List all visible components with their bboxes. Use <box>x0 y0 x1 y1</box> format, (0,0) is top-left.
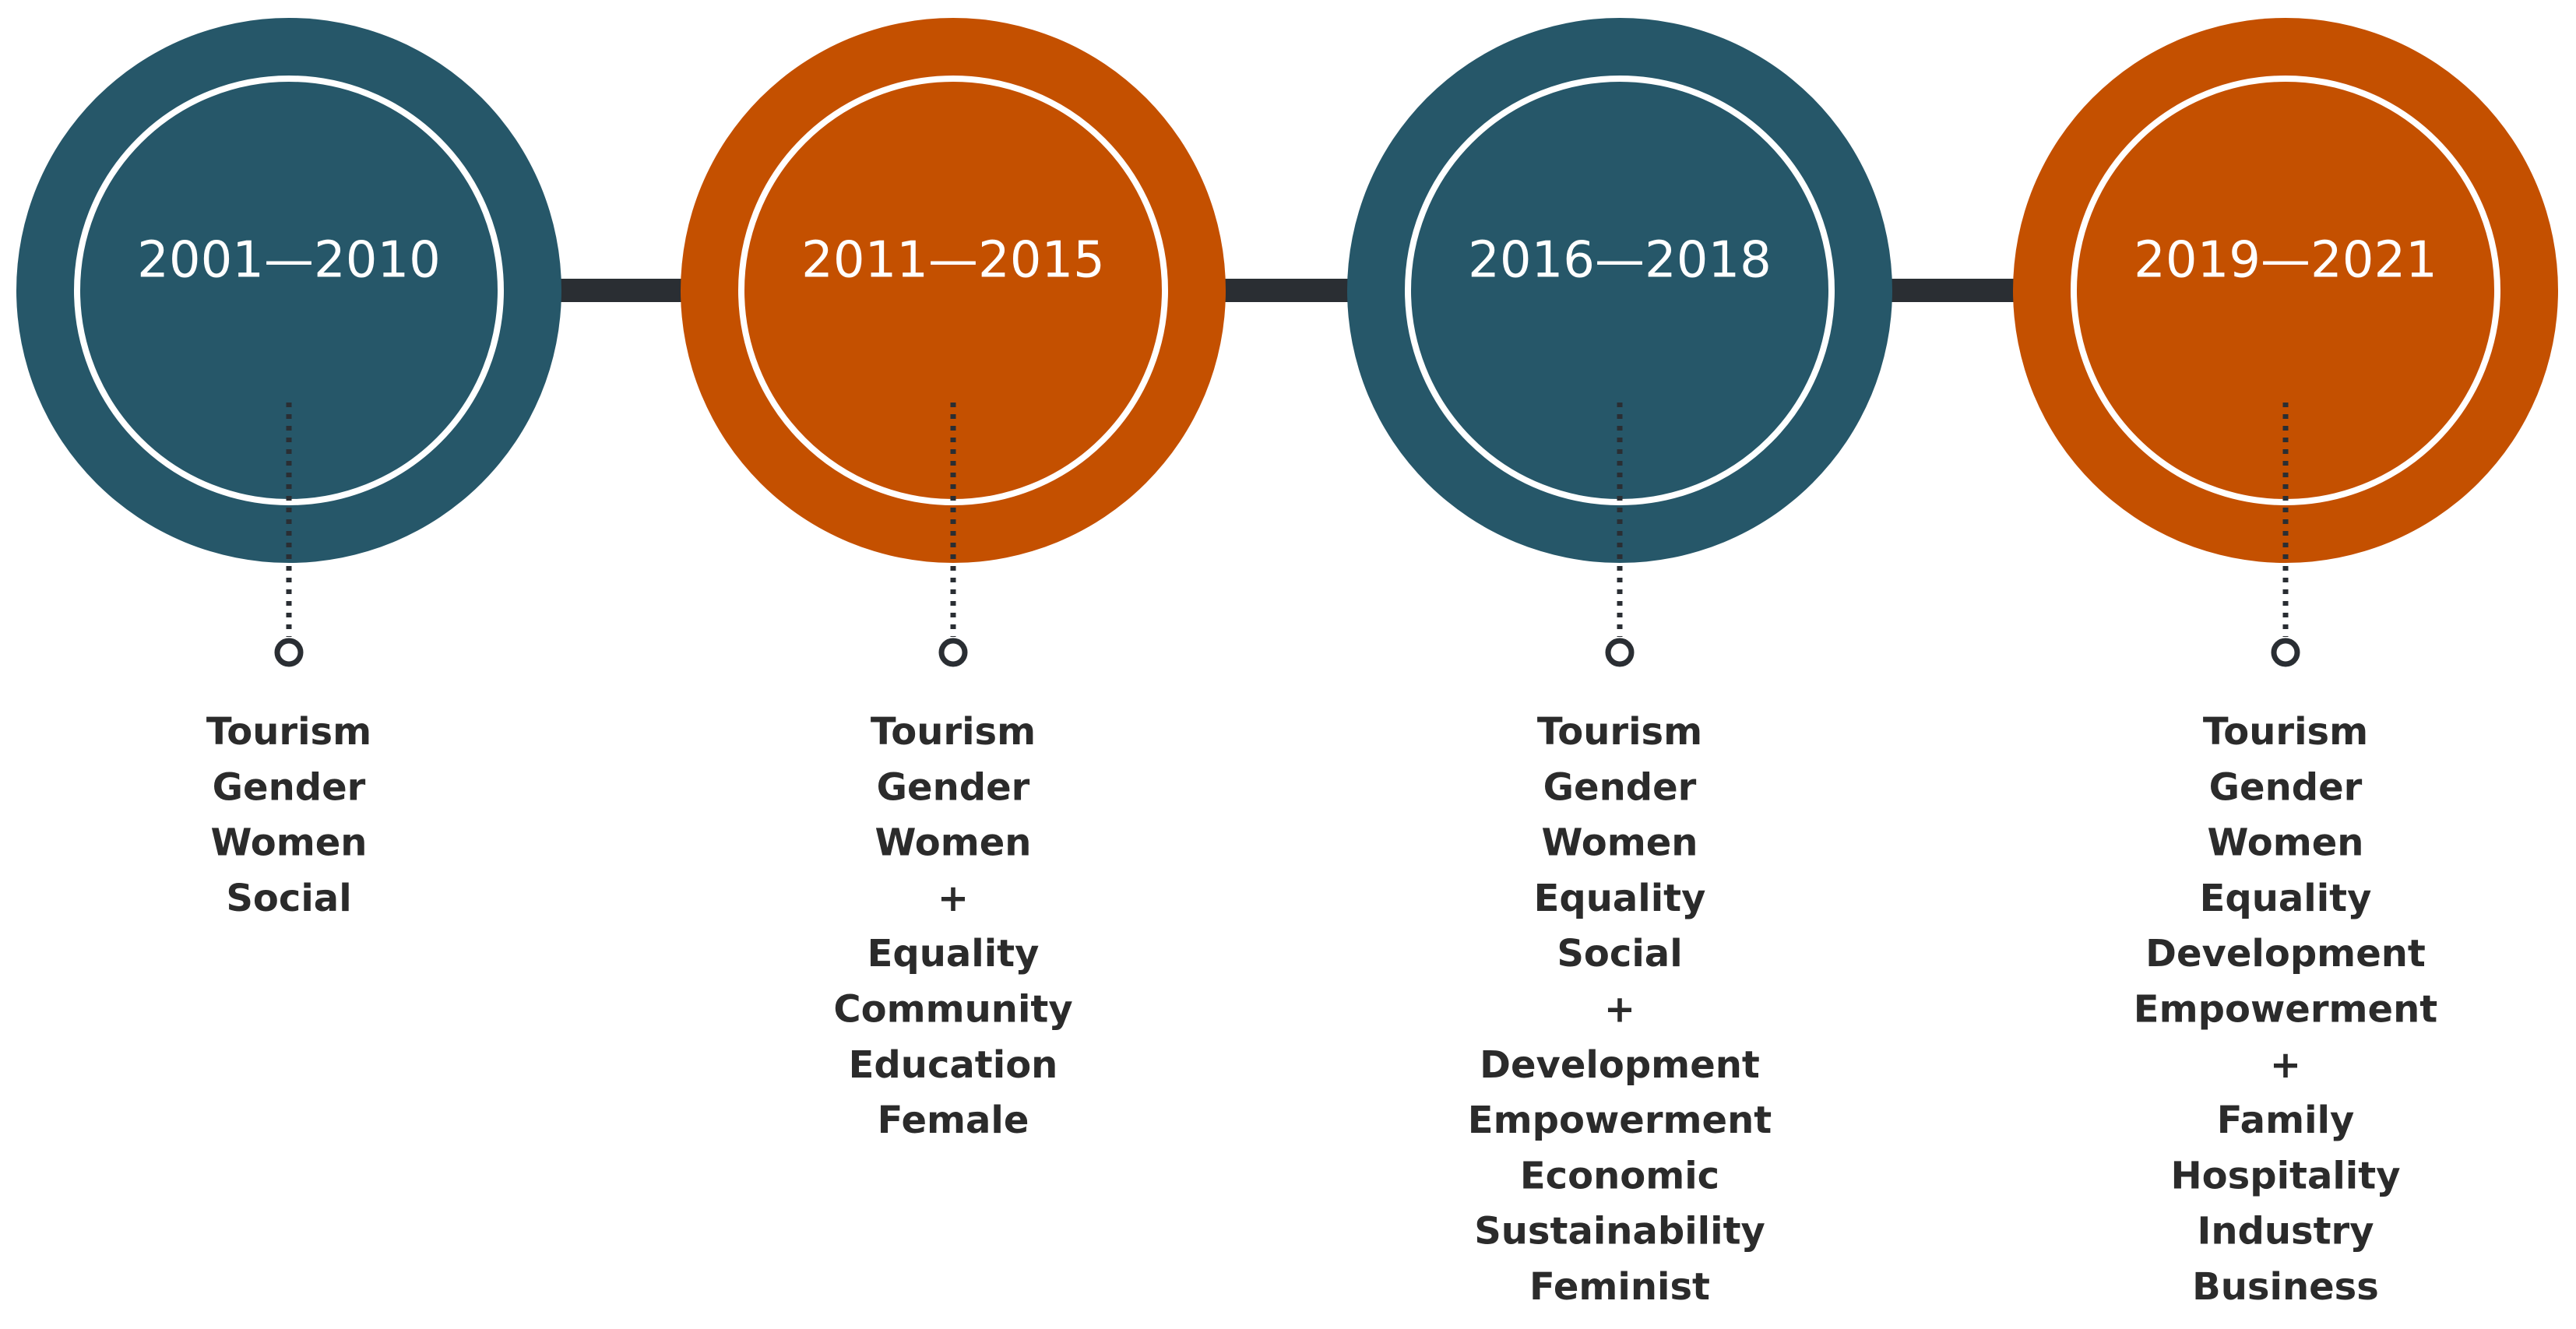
keyword: Tourism <box>206 710 371 754</box>
keyword: Female <box>878 1099 1029 1142</box>
keyword: + <box>1604 988 1635 1032</box>
inner-ring <box>74 76 504 505</box>
connector-node <box>938 638 968 667</box>
keyword: Women <box>211 821 368 865</box>
keyword: Tourism <box>1537 710 1702 754</box>
connector-node <box>2271 638 2300 667</box>
keyword: Education <box>849 1043 1058 1087</box>
keyword: Development <box>1480 1043 1760 1087</box>
inner-ring <box>1405 76 1835 505</box>
keyword: + <box>938 877 969 920</box>
keyword: Sustainability <box>1474 1210 1765 1253</box>
keyword: Industry <box>2197 1210 2374 1253</box>
keyword: Women <box>875 821 1032 865</box>
keyword: Feminist <box>1529 1265 1710 1309</box>
keyword: Empowerment <box>1468 1099 1772 1142</box>
period-label: 2011—2015 <box>801 232 1105 290</box>
outer-circle <box>1347 18 1892 563</box>
keyword: Community <box>833 988 1072 1032</box>
keyword: Gender <box>2209 765 2363 809</box>
outer-circle <box>16 18 561 563</box>
keyword: Tourism <box>871 710 1036 754</box>
keyword: Equality <box>2200 877 2372 920</box>
outer-circle <box>681 18 1226 563</box>
keyword: Gender <box>877 765 1030 809</box>
period-label: 2001—2010 <box>137 232 441 290</box>
keyword: Development <box>2145 932 2426 976</box>
connector-node <box>274 638 304 667</box>
period: 2016—2018 Tourism Gender Women Equality Socia… <box>1347 18 1892 1309</box>
keyword: Tourism <box>2203 710 2368 754</box>
keyword: Family <box>2217 1099 2355 1142</box>
keyword: Economic <box>1520 1154 1719 1197</box>
keyword: Women <box>1542 821 1698 865</box>
keyword: Equality <box>867 932 1040 976</box>
period: 2019—2021 Tourism Gender Women Equality Devel… <box>2013 18 2558 1309</box>
period: 2001—2010 Tourism Gender Women Social <box>16 18 561 920</box>
keyword: Hospitality <box>2170 1154 2400 1197</box>
keyword: Gender <box>213 765 366 809</box>
period-label: 2019—2021 <box>2134 232 2437 290</box>
inner-ring <box>738 76 1168 505</box>
keyword: Women <box>2208 821 2364 865</box>
keyword: Social <box>1557 932 1682 976</box>
keyword: Gender <box>1543 765 1697 809</box>
inner-ring <box>2071 76 2500 505</box>
keyword: Business <box>2192 1265 2379 1309</box>
keyword: Social <box>226 877 351 920</box>
keyword: Equality <box>1534 877 1706 920</box>
keyword: Empowerment <box>2134 988 2437 1032</box>
period-label: 2016—2018 <box>1468 232 1772 290</box>
connector-node <box>1605 638 1635 667</box>
keyword: + <box>2270 1043 2301 1087</box>
outer-circle <box>2013 18 2558 563</box>
period: 2011—2015 Tourism Gender Women + Equality Comm… <box>681 18 1226 1142</box>
